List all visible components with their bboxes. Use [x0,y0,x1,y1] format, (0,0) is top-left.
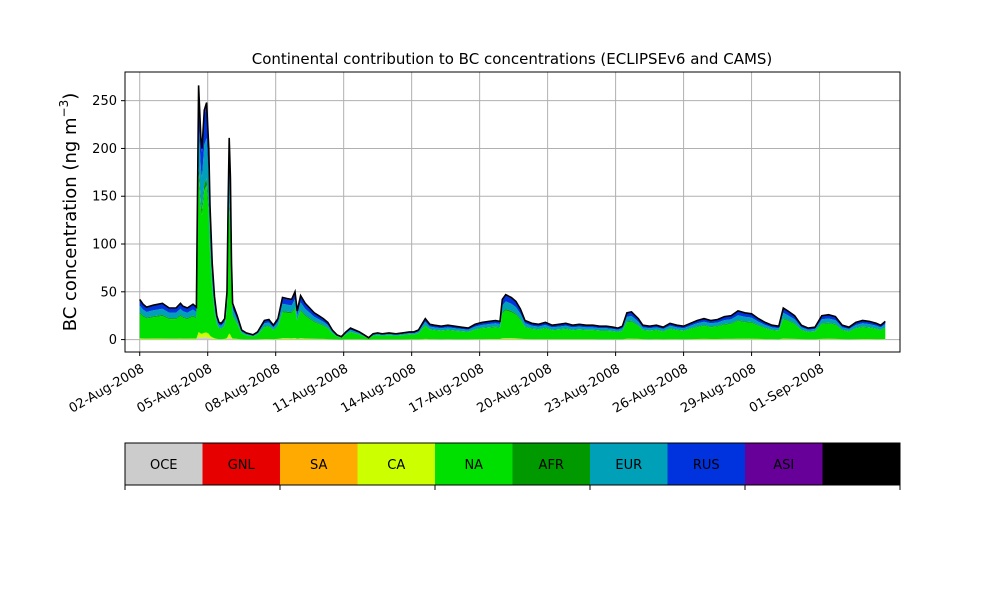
legend-label-na: NA [464,458,483,473]
area-ca [139,332,886,340]
y-tick-label: 150 [92,190,117,205]
y-tick-label: 200 [92,142,117,157]
area-na [139,174,886,340]
legend-label-afr: AFR [539,458,564,473]
y-tick-label: 250 [92,94,117,109]
legend-swatch-ca [357,443,436,485]
legend-swatch-aus [822,443,901,485]
legend-swatch-gnl [202,443,281,485]
legend-swatch-na [435,443,513,485]
y-tick-label: 100 [92,238,117,253]
area-oce [139,337,886,340]
y-axis-ticks: 0 50 100 150 200 250 [92,94,125,348]
legend-label-sa: SA [310,458,327,473]
legend-label-oce: OCE [150,458,178,473]
y-tick-label: 0 [109,333,117,348]
stacked-areas [139,85,886,340]
plot-frame [124,71,901,353]
y-axis-label-text: BC concentration (ng m [60,117,81,331]
legend-swatch-sa [280,443,358,485]
legend-label-rus: RUS [693,458,720,473]
legend-label-asi: ASI [773,458,794,473]
chart-title: Continental contribution to BC concentra… [252,50,773,68]
legend-swatch-oce [125,443,203,485]
legend-label-eur: EUR [615,458,642,473]
legend-frame [124,442,901,486]
y-axis-label-suffix: ) [60,93,81,100]
total-outline-line [139,85,886,339]
legend-label-aus: AUS [848,458,875,473]
legend-swatch-eur [590,443,668,485]
colorbar-legend: OCE GNL SA CA NA AFR EUR RUS ASI AUS [124,442,901,490]
legend-swatch-rus [667,443,746,485]
y-axis-label-superscript: −3 [57,100,71,118]
y-tick-label: 50 [100,285,117,300]
legend-label-ca: CA [387,458,405,473]
grid-lines [125,72,900,352]
legend-swatch-afr [512,443,591,485]
legend-swatch-asi [745,443,823,485]
y-axis-label: BC concentration (ng m−3) [57,93,81,332]
legend-label-gnl: GNL [228,458,256,473]
